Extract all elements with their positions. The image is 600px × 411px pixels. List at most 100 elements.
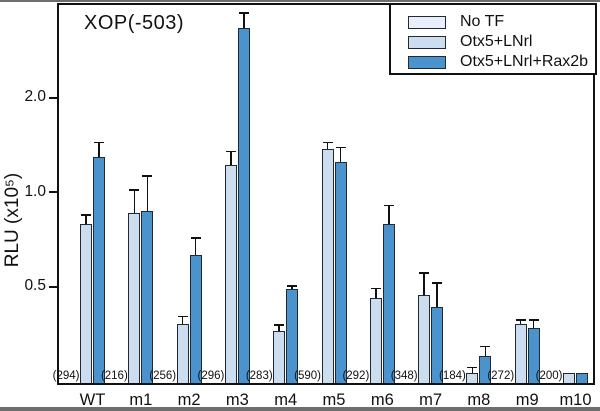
error-bar: [98, 143, 100, 158]
x-tick-label: m4: [274, 391, 298, 409]
legend-item-otx5-lnrl-rax2b: Otx5+LNrl+Rax2b: [391, 52, 595, 72]
bar: [479, 356, 492, 385]
legend: No TF Otx5+LNrl Otx5+LNrl+Rax2b: [389, 3, 597, 75]
x-tick-label: m8: [467, 391, 491, 409]
legend-swatch-no-tf: [408, 15, 446, 29]
bar: [141, 211, 154, 385]
x-tick-label: m5: [322, 391, 346, 409]
error-bar-cap: [274, 324, 285, 326]
group-annotation: (256): [149, 370, 177, 382]
error-bar-cap: [238, 12, 249, 14]
error-bar: [423, 273, 425, 296]
error-bar-cap: [335, 146, 346, 149]
bar: [418, 295, 431, 385]
bar: [576, 373, 588, 385]
x-tick-label: WT: [79, 391, 106, 409]
y-tick-label: 2.0: [24, 88, 46, 106]
bar: [286, 289, 299, 385]
group-annotation: (296): [197, 370, 225, 382]
figure-top-rule: [0, 0, 600, 2]
error-bar-cap: [467, 366, 478, 369]
error-bar: [436, 283, 438, 308]
group-annotation: (216): [100, 370, 128, 382]
error-bar-cap: [383, 204, 394, 207]
chart-title: XOP(-503): [84, 12, 185, 34]
error-bar-cap: [225, 150, 236, 153]
bar: [514, 324, 527, 385]
group-annotation: (348): [390, 370, 418, 382]
error-bar-cap: [432, 282, 443, 284]
x-tick-label: m9: [515, 391, 539, 409]
bar: [237, 28, 250, 385]
bar: [93, 157, 105, 385]
error-bar-cap: [142, 175, 153, 177]
error-bar: [375, 289, 377, 298]
error-bar: [388, 206, 390, 225]
bar: [80, 224, 92, 385]
y-tick-mark: [49, 191, 58, 194]
bar: [369, 297, 382, 385]
error-bar: [532, 320, 535, 328]
x-axis-line: [57, 383, 595, 385]
legend-item-otx5-lnrl: Otx5+LNrl: [391, 32, 595, 52]
group-annotation: (200): [535, 370, 563, 382]
x-tick-label: m1: [129, 391, 153, 409]
error-bar-cap: [322, 141, 333, 144]
x-tick-label: m6: [370, 391, 394, 409]
bar: [382, 224, 395, 385]
bar: [466, 373, 479, 385]
error-bar-cap: [370, 287, 381, 290]
legend-label-otx5-lnrl-rax2b: Otx5+LNrl+Rax2b: [460, 53, 589, 70]
bar: [334, 161, 347, 385]
error-bar-cap: [81, 214, 91, 216]
bar: [321, 149, 334, 385]
group-annotation: (283): [245, 370, 273, 382]
error-bar: [291, 286, 293, 290]
error-bar-cap: [190, 237, 201, 239]
error-bar-cap: [528, 319, 539, 321]
group-annotation: (272): [487, 370, 515, 382]
error-bar: [339, 148, 342, 162]
error-bar: [194, 238, 197, 256]
error-bar-cap: [287, 285, 298, 287]
legend-swatch-otx5-lnrl-rax2b: [408, 55, 446, 69]
bar: [527, 327, 540, 385]
x-tick-label: m7: [419, 391, 443, 409]
error-bar-cap: [515, 319, 526, 321]
error-bar: [146, 176, 149, 212]
error-bar: [484, 347, 487, 357]
error-bar-cap: [480, 345, 491, 348]
y-tick-label: 0.5: [24, 277, 46, 295]
error-bar: [181, 317, 184, 325]
error-bar: [85, 215, 87, 225]
error-bar-cap: [129, 189, 140, 191]
error-bar: [133, 190, 136, 213]
group-annotation: (292): [342, 370, 370, 382]
bar: [273, 331, 286, 385]
bar: [224, 165, 237, 385]
error-bar-cap: [94, 141, 104, 144]
error-bar: [243, 13, 245, 29]
bar: [128, 212, 141, 385]
bar: [189, 255, 202, 385]
group-annotation: (590): [294, 370, 321, 382]
error-bar: [326, 143, 329, 150]
x-tick-label: m2: [177, 391, 201, 409]
bar: [431, 307, 444, 385]
error-bar: [230, 152, 232, 165]
group-annotation: (184): [439, 370, 466, 382]
y-tick-label: 1.0: [24, 182, 46, 200]
y-tick-mark: [49, 96, 58, 99]
error-bar: [471, 368, 474, 374]
error-bar-cap: [419, 272, 430, 274]
error-bar-cap: [177, 315, 188, 318]
x-tick-label: m3: [225, 391, 249, 409]
legend-item-no-tf: No TF: [391, 12, 595, 32]
error-bar: [278, 325, 280, 332]
error-bar: [519, 320, 522, 325]
legend-label-no-tf: No TF: [460, 13, 505, 30]
legend-swatch-otx5-lnrl: [408, 35, 446, 49]
x-tick-label: m10: [559, 391, 592, 409]
y-tick-mark: [49, 285, 58, 288]
